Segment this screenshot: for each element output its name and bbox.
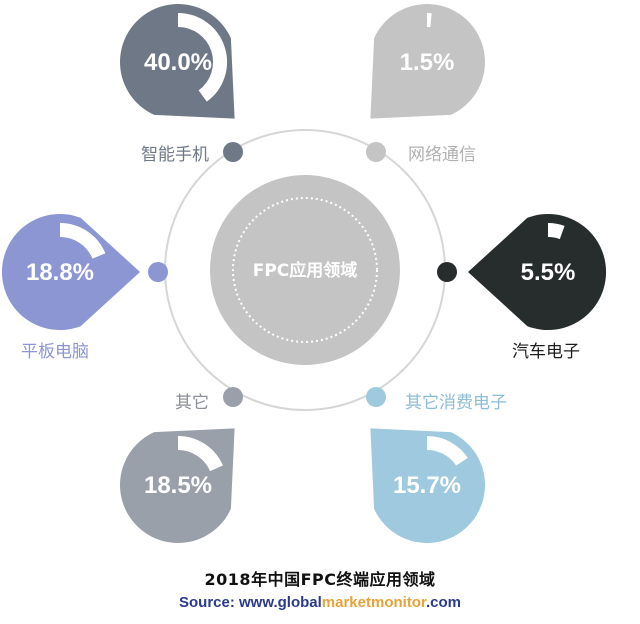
segment-share-arc [547,223,565,240]
segment-inner-disc [393,28,461,96]
segment-ring-dot [366,142,386,162]
center-label: FPC应用领域 [253,260,358,281]
chart-title: 2018年中国FPC终端应用领域 [204,570,436,589]
segment-percent-label: 40.0% [144,49,212,76]
segment-ring-dot [437,262,457,282]
segment-ring-dot [148,262,168,282]
center-dotted-ring [232,197,378,343]
source-highlight-monitor: monitor [370,594,426,611]
segment-5: 18.5% 其它 [120,387,243,543]
segment-ring-dot [366,387,386,407]
segment-category-label: 其它消费电子 [405,393,507,413]
segment-percent-label: 1.5% [400,49,455,76]
segment-inner-disc [393,451,461,519]
segment-share-arc [177,13,227,102]
segment-share-arc [426,436,468,466]
segment-percent-label: 5.5% [521,259,576,286]
segment-3: 18.8% 平板电脑 [1,214,168,362]
segment-category-label: 平板电脑 [21,342,89,362]
center-circle [210,175,400,365]
source-line: Source: www.globalmarketmonitor.com [0,594,640,611]
segment-share-arc [59,222,106,260]
segment-1: 40.0% 智能手机 [120,4,243,165]
segment-inner-disc [26,238,94,306]
segment-ring-dot [223,387,243,407]
segment-4: 5.5% 汽车电子 [437,214,607,362]
segment-category-label: 网络通信 [408,145,476,165]
segment-category-label: 智能手机 [141,145,209,165]
source-highlight-market: market [321,594,371,611]
source-suffix: .com [425,594,461,611]
segment-6: 15.7% 其它消费电子 [366,387,507,543]
segment-percent-label: 18.5% [144,472,212,499]
segment-ring-dot [223,142,243,162]
segment-category-label: 其它 [175,393,209,413]
source-prefix: Source: www.global [178,594,322,611]
segment-percent-label: 15.7% [393,472,461,499]
segment-share-arc [177,436,223,472]
segment-inner-disc [144,451,212,519]
segment-percent-label: 18.8% [26,259,94,286]
segment-inner-disc [144,28,212,96]
segment-category-label: 汽车电子 [512,342,580,362]
segment-inner-disc [514,238,582,306]
segment-2: 1.5% 网络通信 [366,4,485,165]
